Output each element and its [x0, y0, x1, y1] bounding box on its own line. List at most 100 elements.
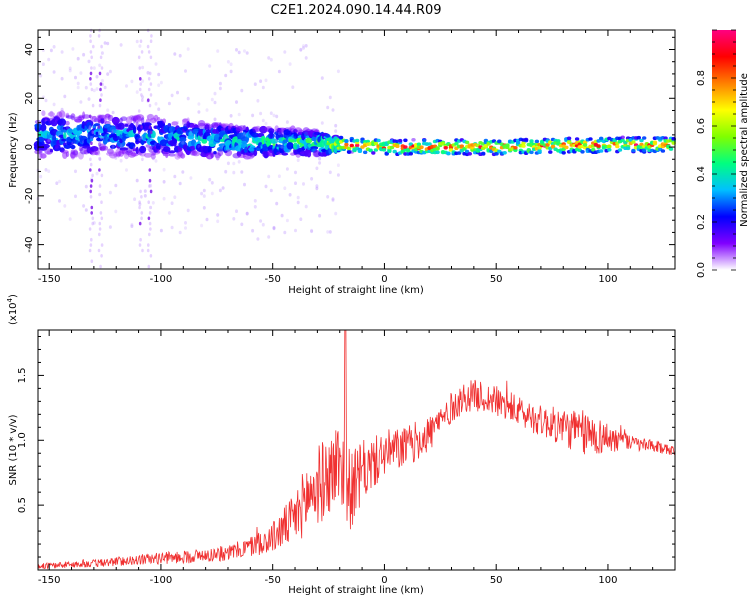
spectral-noise — [178, 230, 182, 235]
spectral-cell — [153, 114, 159, 122]
spectral-cell — [261, 138, 266, 145]
spectral-noise — [253, 205, 257, 209]
spectral-streak — [139, 237, 142, 242]
spectral-noise — [213, 100, 217, 105]
spectral-cell — [269, 138, 279, 144]
spectral-noise — [218, 81, 222, 86]
spectral-cell — [427, 142, 432, 146]
spectral-noise — [138, 44, 142, 48]
spectral-noise — [167, 123, 171, 128]
colorbar: 0.0 0.2 0.4 0.6 0.8 Normalized spectral ampl… — [696, 29, 750, 278]
colorbar-label: Normalized spectral amplitude — [739, 73, 750, 227]
spectral-noise — [92, 66, 96, 70]
spectral-noise — [98, 156, 102, 161]
spectral-noise — [294, 181, 297, 185]
spectral-noise — [170, 225, 174, 230]
spectral-cell — [129, 122, 134, 129]
spectral-cell — [55, 144, 59, 149]
snr-y-tick-label: 1.5 — [17, 367, 28, 383]
spectral-noise — [130, 79, 134, 84]
spectral-cell — [346, 146, 352, 151]
spectral-noise — [310, 177, 314, 181]
spectral-cell — [41, 110, 46, 117]
spectral-cell — [435, 150, 440, 155]
spectral-noise — [326, 195, 330, 199]
snr-x-tick-label: 0 — [381, 575, 387, 586]
spectral-noise — [256, 99, 260, 103]
spectral-noise — [82, 52, 86, 57]
spectral-noise — [95, 87, 99, 91]
spectral-cell — [599, 136, 604, 141]
spectral-streak — [148, 178, 152, 183]
spectral-cell — [397, 138, 403, 143]
spectral-cell — [392, 149, 397, 154]
spectral-cell — [36, 136, 45, 142]
spectral-cell — [515, 140, 521, 145]
spectral-cell — [58, 118, 67, 127]
spectral-streak — [100, 254, 103, 258]
spectral-noise — [267, 235, 271, 239]
spectral-cell — [363, 150, 368, 155]
spectral-cell — [411, 138, 416, 142]
spectral-streak — [149, 189, 153, 194]
spectral-noise — [55, 181, 59, 185]
spectral-streak — [91, 221, 94, 226]
spectrogram-x-tick-label: -150 — [38, 274, 61, 285]
spectral-noise — [44, 98, 48, 103]
spectral-noise — [336, 173, 340, 177]
spectral-noise — [60, 107, 64, 112]
spectral-streak — [91, 130, 95, 135]
spectral-cell — [387, 149, 392, 153]
spectrogram-y-tick-label: -20 — [24, 188, 35, 204]
spectral-noise — [84, 208, 88, 212]
spectral-cell — [116, 140, 126, 148]
spectral-noise — [326, 230, 330, 234]
spectral-noise — [103, 41, 107, 45]
spectral-noise — [108, 225, 112, 229]
spectral-noise — [39, 174, 43, 179]
spectral-noise — [232, 217, 236, 221]
spectral-noise — [280, 213, 284, 218]
spectral-noise — [181, 153, 185, 158]
spectral-noise — [133, 197, 137, 201]
spectral-streak — [148, 221, 152, 226]
spectral-streak — [149, 152, 153, 156]
spectral-streak — [147, 50, 151, 54]
spectral-noise — [159, 80, 163, 85]
spectral-cell — [269, 130, 274, 139]
spectral-streak — [100, 173, 104, 178]
spectral-streak — [100, 243, 104, 247]
spectral-noise — [197, 110, 201, 114]
spectral-streak — [91, 173, 94, 178]
spectral-cell — [67, 128, 73, 134]
spectrogram-x-tick-label: 100 — [598, 274, 617, 285]
spectral-cell — [181, 141, 185, 145]
spectral-noise — [108, 190, 112, 195]
spectral-cell — [620, 135, 625, 140]
snr-x-tick-label: 50 — [490, 575, 503, 586]
spectral-noise — [331, 108, 335, 112]
spectral-cell — [574, 137, 580, 141]
spectral-cell — [612, 139, 617, 143]
spectral-noise — [63, 204, 67, 208]
spectral-noise — [184, 69, 187, 73]
spectral-streak — [97, 152, 101, 156]
spectral-noise — [114, 209, 118, 214]
spectral-cell — [523, 137, 529, 142]
spectral-noise — [235, 209, 238, 213]
spectral-cell — [201, 139, 208, 144]
spectral-noise — [143, 189, 147, 193]
spectral-cell — [262, 145, 270, 152]
spectral-noise — [149, 205, 153, 210]
spectral-noise — [135, 178, 139, 183]
spectral-cell — [108, 151, 118, 159]
spectrogram-y-tick-label: 20 — [24, 92, 35, 105]
spectral-noise — [334, 123, 338, 128]
spectral-noise — [210, 97, 214, 102]
spectral-noise — [135, 90, 139, 94]
spectral-streak — [148, 125, 152, 129]
snr-y-axis-label: SNR (10 * v/v) — [8, 414, 19, 485]
snr-x-tick-label: -100 — [150, 575, 173, 586]
spectral-cell — [144, 122, 152, 126]
spectral-cell — [642, 136, 647, 140]
